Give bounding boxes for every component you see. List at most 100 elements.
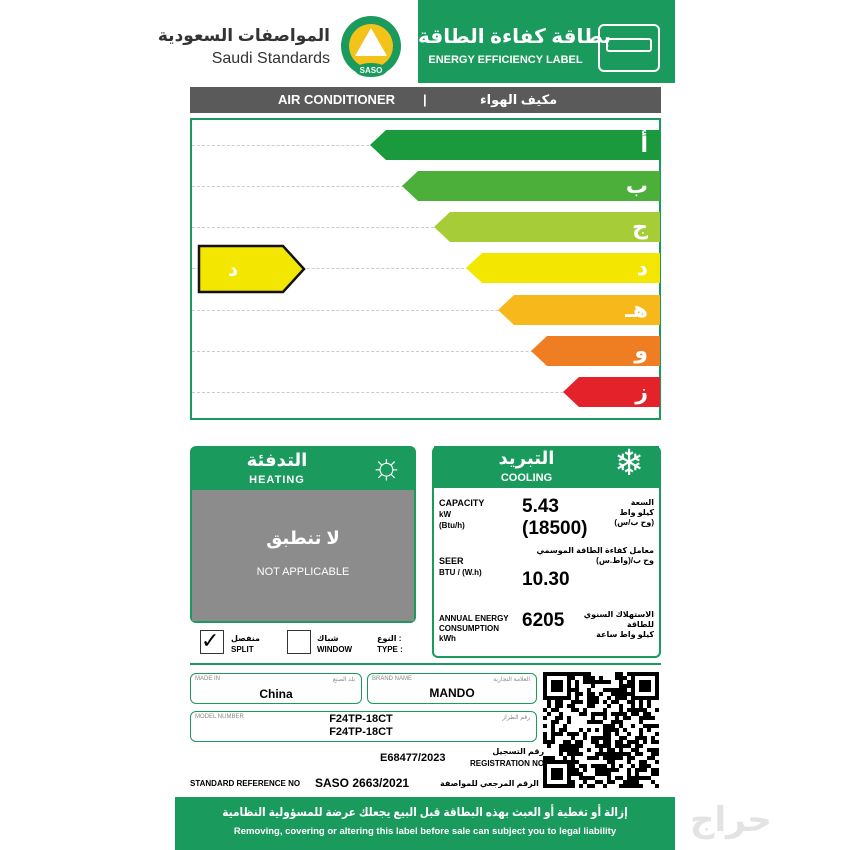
scale-guide [192,268,658,269]
qr-module [543,740,547,744]
qr-module [619,696,623,700]
qr-module [555,704,559,708]
qr-module [571,768,575,772]
qr-module [639,680,643,684]
qr-module [603,756,607,760]
qr-module [543,696,547,700]
qr-module [571,760,575,764]
split-checkbox[interactable]: ✓ [200,630,224,654]
window-checkbox[interactable] [287,630,311,654]
qr-module [583,672,587,676]
qr-module [639,696,643,700]
qr-module [559,728,563,732]
qr-module [631,676,635,680]
capacity-value: 5.43 (18500) [522,496,588,539]
qr-module [631,784,635,788]
qr-module [603,764,607,768]
qr-module [631,776,635,780]
qr-module [563,696,567,700]
qr-module [631,684,635,688]
scale-bar: هـ [498,295,660,325]
qr-module [567,752,571,756]
qr-module [595,780,599,784]
brand-label: BRAND NAME [372,676,413,682]
qr-module [563,744,567,748]
qr-module [627,708,631,712]
qr-module [643,764,647,768]
qr-module [611,700,615,704]
qr-module [595,736,599,740]
scale-bar: ج [434,212,660,242]
qr-module [619,736,623,740]
qr-module [651,768,655,772]
qr-module [599,680,603,684]
qr-module [587,776,591,780]
qr-module [639,768,643,772]
qr-module [655,748,659,752]
seer-value: 10.30 [522,569,570,590]
scale-bar: أ [370,130,660,160]
registration-value: E68477/2023 [380,752,446,764]
qr-module [587,696,591,700]
qr-module [543,716,547,720]
qr-module [583,776,587,780]
qr-module [623,716,627,720]
qr-module [571,780,575,784]
qr-module [655,680,659,684]
qr-module [571,744,575,748]
qr-module [627,744,631,748]
annual-value: 6205 [522,610,565,631]
qr-module [627,756,631,760]
qr-module [579,744,583,748]
saso-logo: SASO [341,16,401,77]
qr-module [651,736,655,740]
qr-module [623,696,627,700]
qr-module [619,708,623,712]
qr-module [551,728,555,732]
qr-module [647,680,651,684]
qr-module [615,696,619,700]
qr-module [615,672,619,676]
qr-module [635,740,639,744]
qr-module [655,708,659,712]
qr-module [655,696,659,700]
qr-module [563,728,567,732]
qr-module [647,716,651,720]
qr-module [591,716,595,720]
qr-module [599,736,603,740]
qr-module [567,744,571,748]
qr-module [655,684,659,688]
qr-module [631,756,635,760]
qr-module [579,776,583,780]
qr-module [655,772,659,776]
qr-module [595,740,599,744]
qr-module [555,680,559,684]
qr-module [551,688,555,692]
qr-module [655,732,659,736]
qr-module [611,748,615,752]
qr-module [543,736,547,740]
qr-module [555,708,559,712]
qr-module [551,720,555,724]
scale-bar: ز [563,377,660,407]
qr-module [603,752,607,756]
qr-module [631,748,635,752]
qr-module [655,672,659,676]
qr-module [555,720,559,724]
qr-module [599,676,603,680]
qr-module [555,700,559,704]
qr-module [599,780,603,784]
qr-module [611,712,615,716]
qr-module [579,764,583,768]
qr-module [547,712,551,716]
qr-module [607,772,611,776]
qr-module [555,732,559,736]
scale-bar: و [531,336,660,366]
qr-module [639,688,643,692]
qr-module [655,740,659,744]
qr-module [587,676,591,680]
qr-module [543,784,547,788]
qr-module [543,732,547,736]
qr-module [575,684,579,688]
qr-module [599,720,603,724]
